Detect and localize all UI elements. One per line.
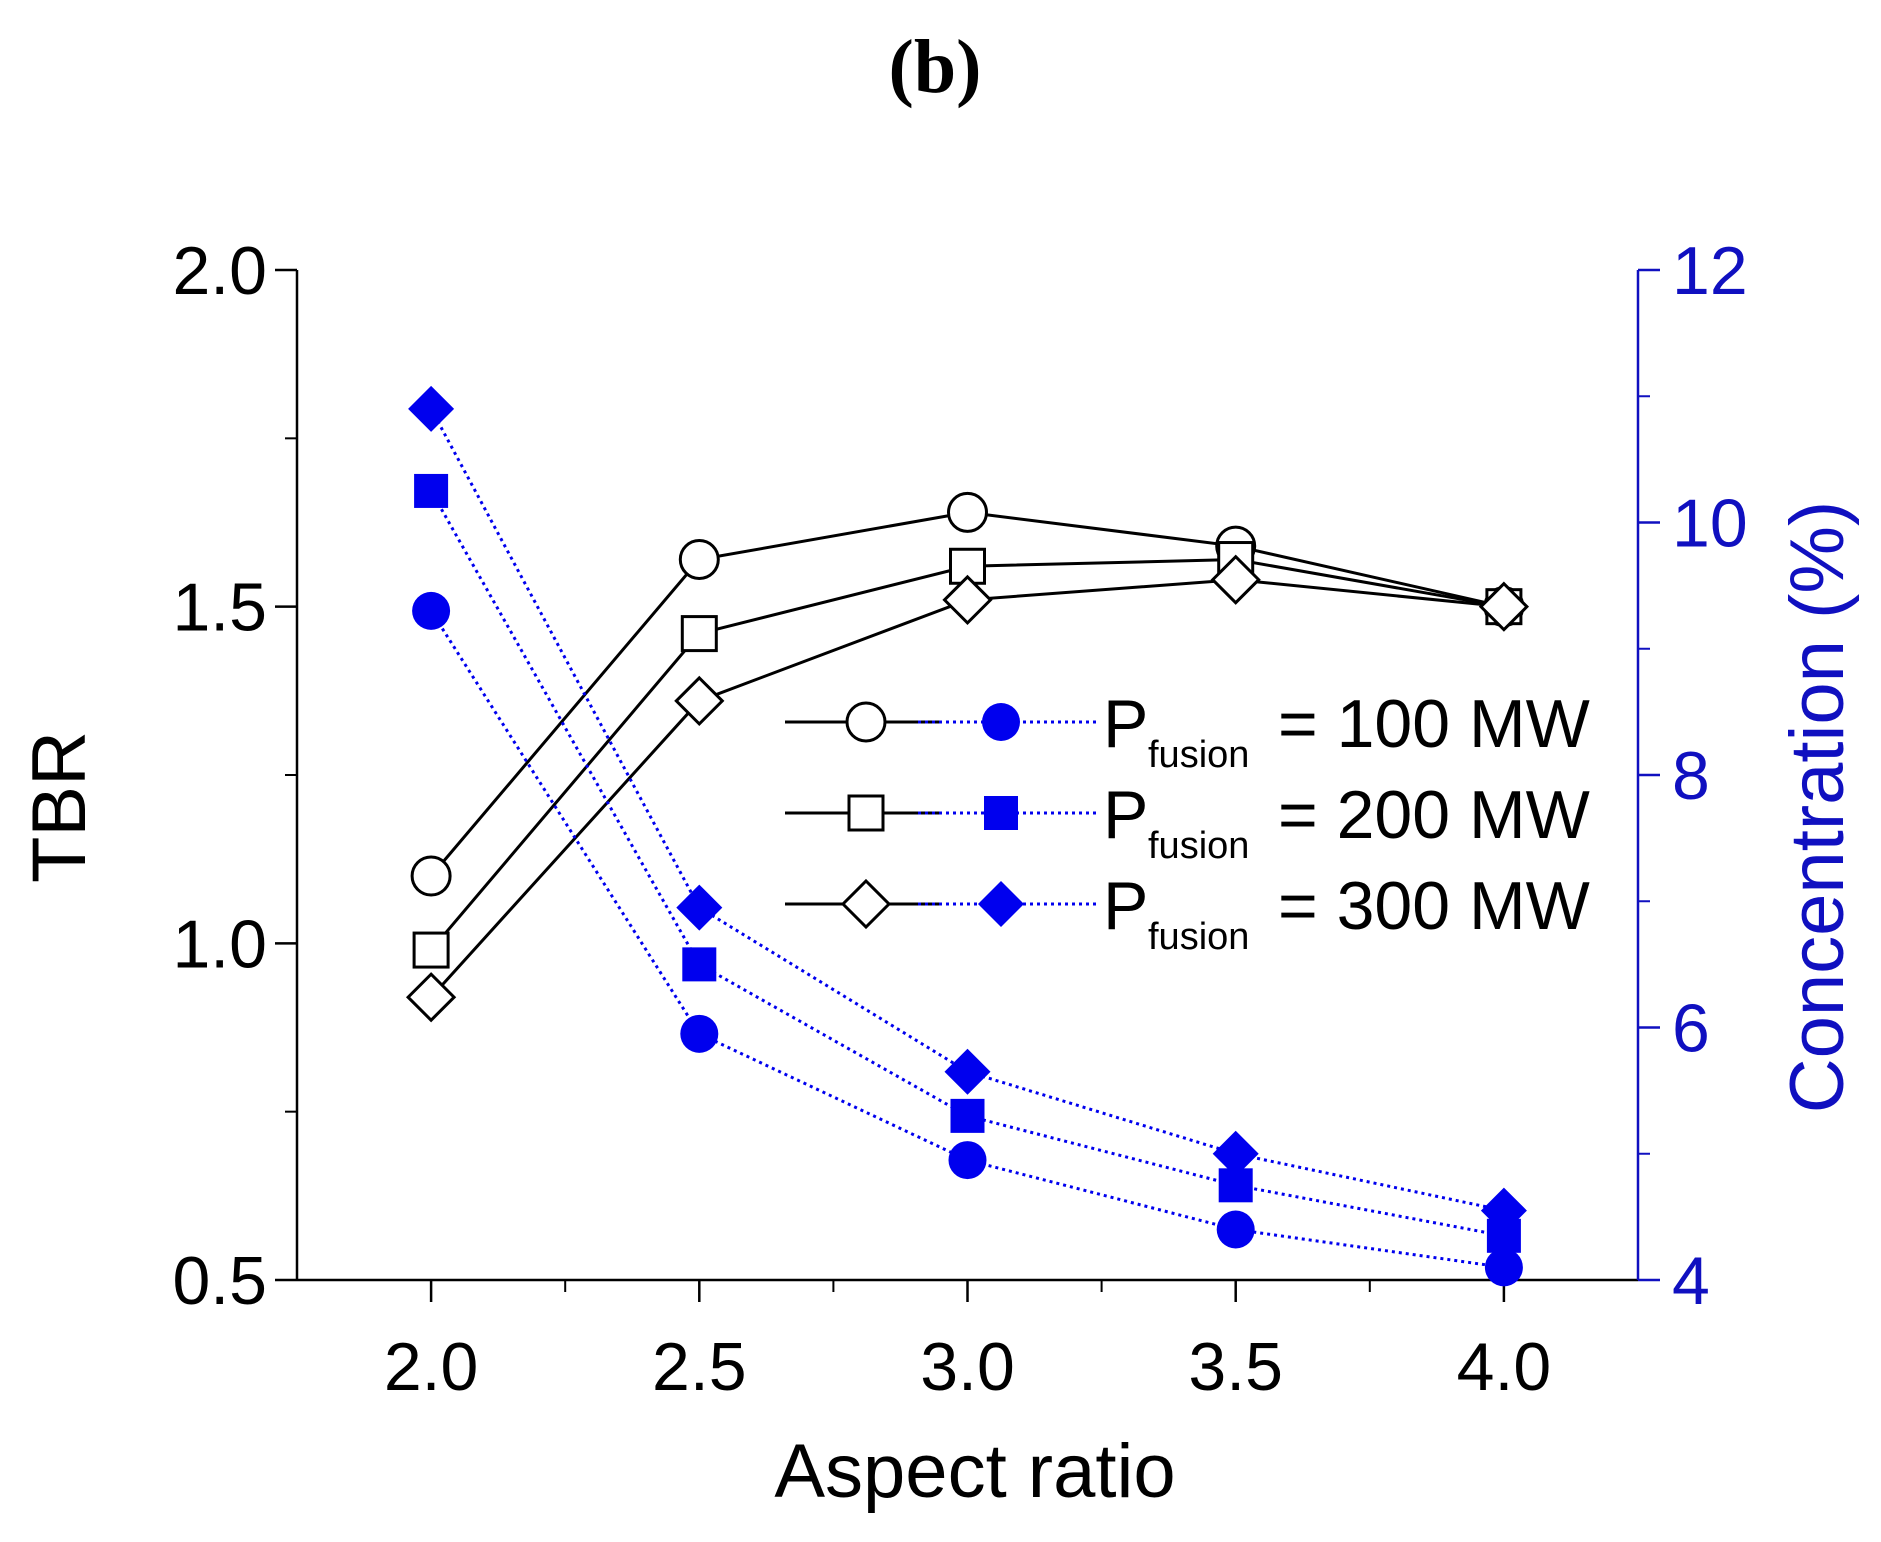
y2-tick-label: 10 (1672, 486, 1748, 562)
tbr-point-series-3 (1478, 581, 1530, 632)
concentration-point-series-6 (676, 884, 723, 931)
y-tick-label: 1.5 (172, 570, 267, 646)
x-axis-title: Aspect ratio (774, 1429, 1175, 1514)
panel-label: (b) (889, 25, 982, 109)
y-tick-label: 2.0 (172, 233, 267, 309)
tbr-point-series-1 (410, 855, 452, 897)
tbr-point-series-2 (412, 931, 450, 969)
concentration-point-series-4 (412, 591, 451, 630)
concentration-point-series-4 (1484, 1248, 1523, 1287)
y2-tick-label: 4 (1672, 1243, 1710, 1319)
series-line-5 (429, 490, 1505, 1238)
concentration-point-series-6 (944, 1048, 991, 1095)
tbr-point-series-3 (942, 574, 993, 626)
concentration-point-series-4 (1216, 1210, 1255, 1249)
legend-subscript: fusion (1148, 734, 1249, 776)
legend-subscript: fusion (1148, 825, 1249, 867)
x-tick-label: 2.0 (384, 1329, 479, 1405)
x-tick-label: 4.0 (1457, 1329, 1552, 1405)
tbr-point-series-1 (947, 491, 988, 533)
legend-marker-tbr (847, 794, 885, 832)
axis-ticks: 2.0 2.5 3.0 3.5 4.0 0.5 1.0 1.5 2.0 4 6 8 10 12 (172, 233, 1747, 1405)
tbr-point-series-1 (678, 539, 720, 581)
concentration-point-series-4 (680, 1014, 719, 1053)
legend-symbol: P (1103, 777, 1148, 853)
legend-symbol: P (1103, 686, 1148, 762)
legend-label: = 200 MW (1278, 777, 1590, 853)
legend-marker-concentration (982, 703, 1020, 741)
tbr-point-series-3 (405, 972, 457, 1023)
x-tick-label: 3.5 (1188, 1329, 1283, 1405)
y-tick-label: 1.0 (172, 906, 267, 982)
y2-tick-label: 6 (1672, 991, 1710, 1067)
legend-marker-tbr (840, 878, 892, 930)
y2-axis-title: Concentration (%) (1775, 501, 1860, 1114)
y-tick-label: 0.5 (172, 1243, 267, 1319)
concentration-point-series-5 (950, 1098, 985, 1133)
tbr-point-series-3 (1210, 554, 1261, 605)
concentration-point-series-5 (414, 473, 449, 508)
tbr-point-series-2 (680, 615, 718, 653)
tbr-point-series-3 (674, 675, 725, 727)
y2-tick-label: 12 (1672, 233, 1748, 309)
legend-subscript: fusion (1148, 916, 1249, 958)
legend-marker-concentration (978, 881, 1024, 927)
concentration-point-series-6 (408, 385, 455, 432)
series-line-4 (429, 610, 1505, 1269)
y2-tick-label: 8 (1672, 738, 1710, 814)
x-tick-label: 2.5 (652, 1329, 747, 1405)
concentration-point-series-6 (1212, 1130, 1259, 1177)
concentration-point-series-5 (682, 947, 717, 982)
y-axis-title: TBR (17, 731, 102, 883)
legend-marker-concentration (984, 796, 1018, 830)
concentration-point-series-4 (948, 1141, 987, 1180)
legend-label: = 100 MW (1278, 686, 1590, 762)
legend-symbol: P (1103, 868, 1148, 944)
concentration-point-series-6 (1480, 1187, 1527, 1234)
legend-marker-tbr (845, 701, 887, 743)
series-markers (405, 385, 1530, 1287)
legend-label: = 300 MW (1278, 868, 1590, 944)
x-tick-label: 3.0 (920, 1329, 1015, 1405)
